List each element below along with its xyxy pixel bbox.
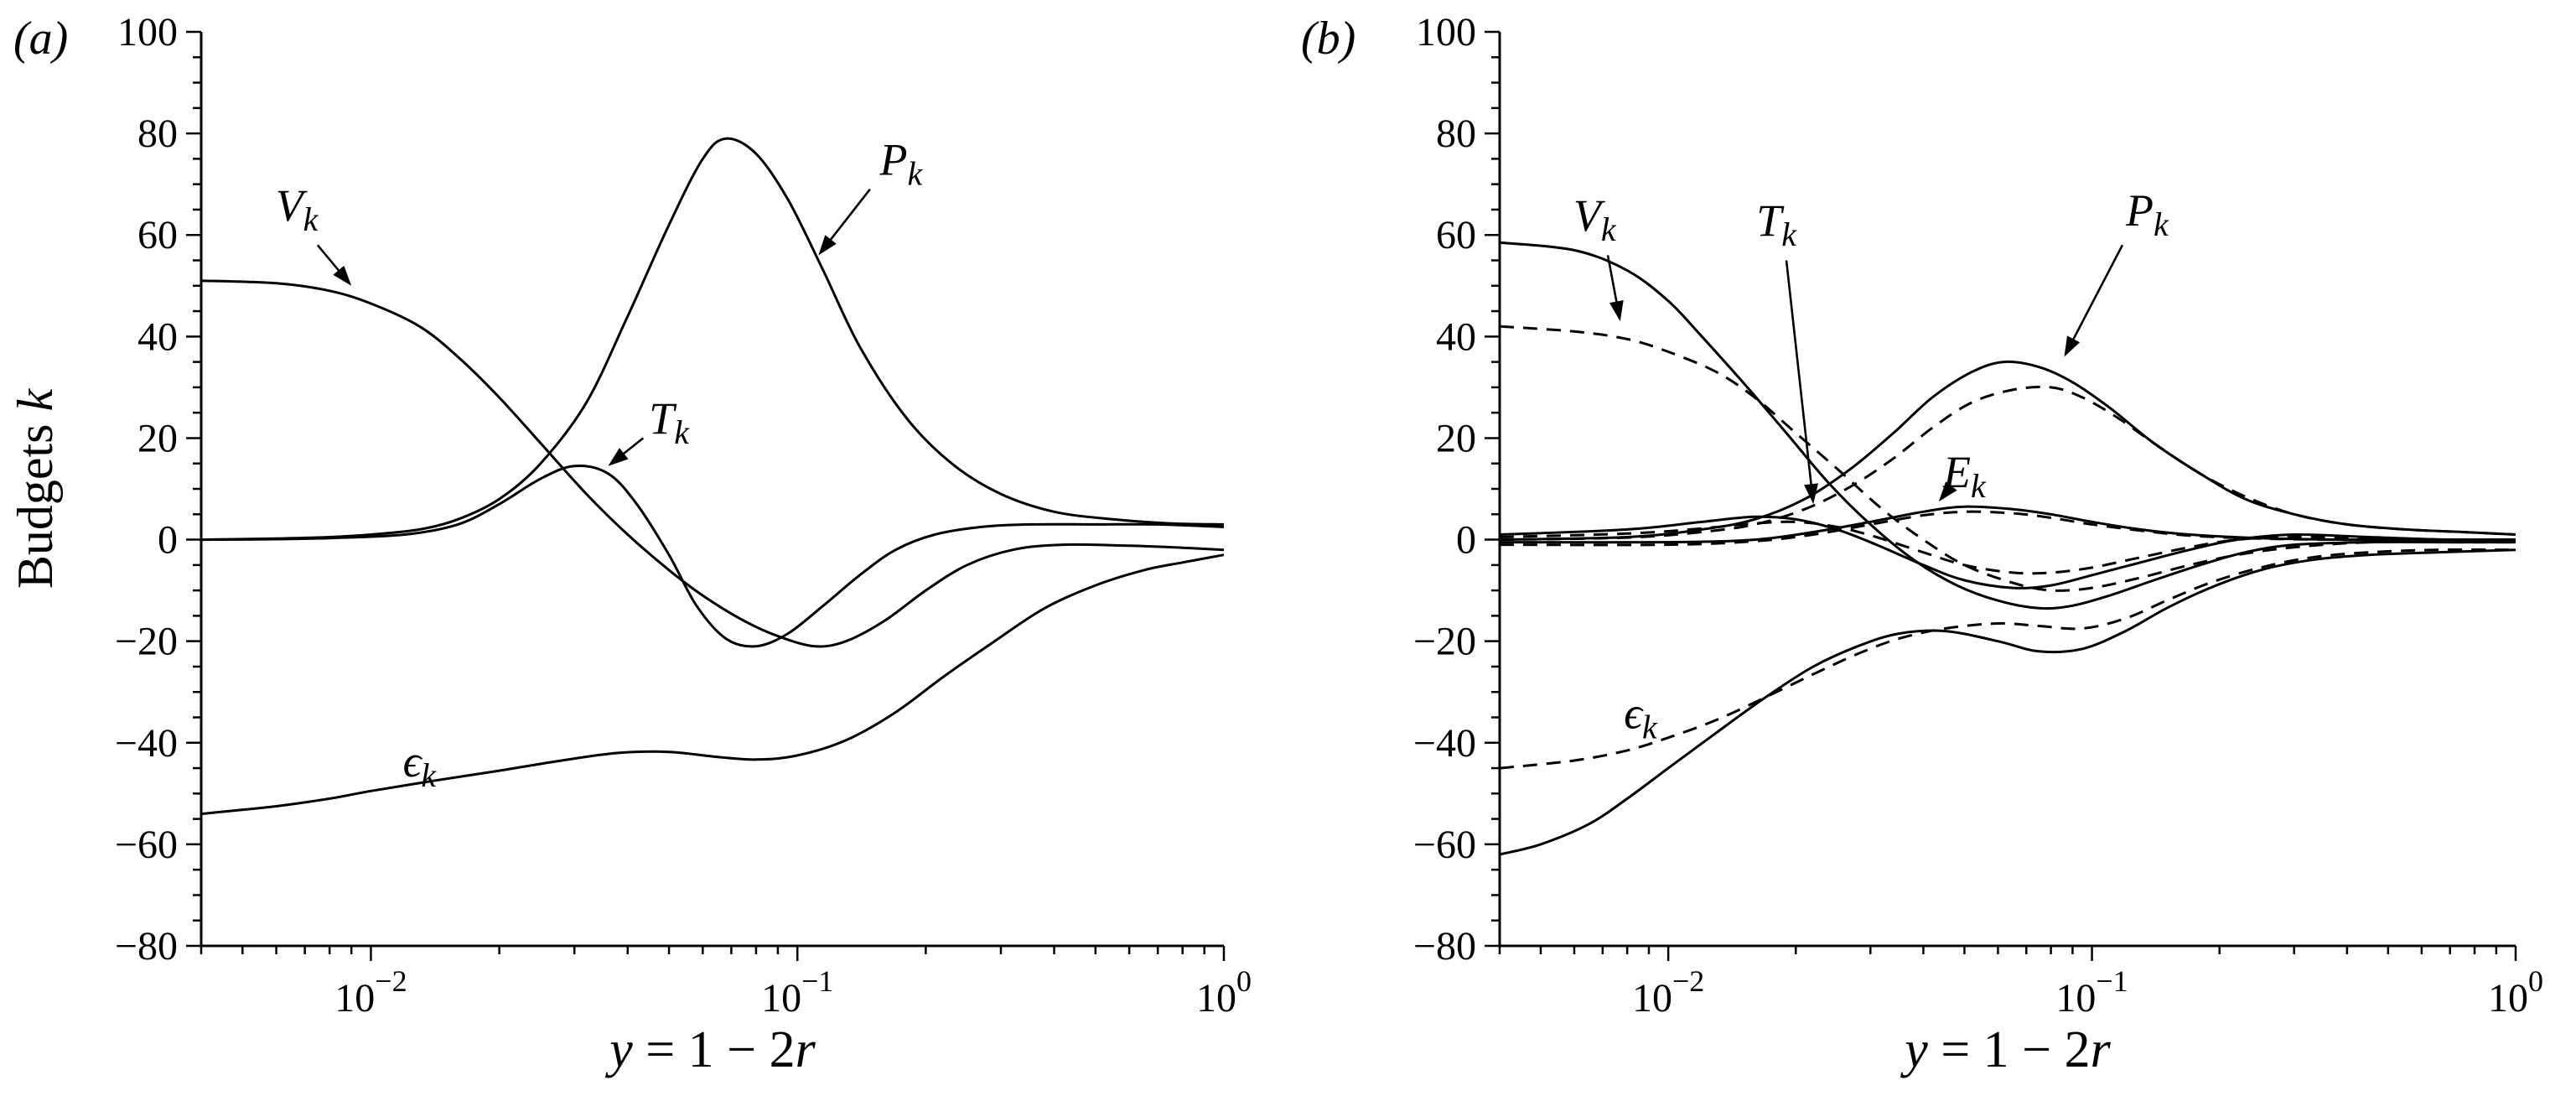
x-axis-label: y = 1 − 2r	[1900, 1021, 2111, 1078]
panel-b-tag: (b)	[1301, 13, 1355, 65]
annotation-label-Tk: Tk	[1756, 195, 1797, 253]
curve-Pk_dashed	[1499, 385, 2516, 542]
annotation-label-Pk: Pk	[879, 134, 923, 192]
curve-Vk_dashed	[1499, 325, 2516, 592]
curve-Ek_dashed	[1499, 510, 2516, 547]
annotation-arrow-head	[1804, 483, 1819, 505]
annotation-arrow-line	[316, 244, 343, 275]
annotation-arrow-head	[333, 265, 352, 286]
curve-Vk_solid	[1499, 241, 2516, 610]
y-tick-label: 100	[117, 10, 178, 55]
curve-eps_k_solid	[1499, 548, 2516, 856]
annotation-arrow-head	[818, 235, 837, 256]
annotation-label-Vk: Vk	[276, 180, 319, 238]
curve-Vk	[200, 279, 1225, 648]
y-tick-label: 0	[158, 518, 178, 563]
axes-frame	[1498, 32, 2516, 948]
annotation-arrow-head	[1609, 300, 1624, 322]
y-tick-label: −60	[1413, 823, 1476, 867]
x-tick-label: 10−1	[761, 964, 833, 1021]
x-tick-label: 10−2	[1632, 964, 1704, 1021]
y-tick-label: −20	[115, 620, 178, 664]
axes-frame	[200, 32, 1224, 948]
annotation-arrow-head	[608, 448, 629, 466]
annotation-arrow-head	[2064, 335, 2081, 357]
annotation-label-Pk: Pk	[2125, 185, 2169, 243]
annotation-label-ϵk: ϵk	[1624, 688, 1658, 745]
y-tick-label: 80	[1436, 112, 1476, 156]
x-tick-label: 100	[1196, 964, 1252, 1021]
y-tick-label: −80	[1413, 924, 1476, 969]
annotation-label-Vk: Vk	[1573, 190, 1617, 248]
curve-eps_k	[200, 553, 1225, 816]
y-tick-label: −20	[1413, 620, 1476, 664]
y-tick-label: −40	[1413, 721, 1476, 766]
y-tick-label: 80	[137, 112, 178, 156]
annotation-arrow-line	[827, 188, 871, 245]
annotation-label-Tk: Tk	[649, 393, 690, 451]
y-tick-label: 60	[137, 213, 178, 257]
curve-Pk_solid	[1499, 360, 2516, 542]
y-tick-label: 40	[137, 314, 178, 359]
curve-Tk	[200, 465, 1225, 648]
panel-a-tag: (a)	[13, 13, 68, 65]
y-tick-label: 20	[1436, 416, 1476, 460]
curve-Tk_solid	[1499, 515, 2516, 589]
annotation-arrow-line	[2070, 244, 2124, 345]
y-axis-label: Budgets k	[8, 387, 63, 589]
y-tick-label: −80	[115, 924, 178, 969]
annotation-label-Ek: Ek	[1942, 447, 1987, 505]
x-axis-label: y = 1 − 2r	[604, 1021, 816, 1078]
x-tick-label: 10−1	[2055, 964, 2128, 1021]
y-tick-label: −40	[115, 721, 178, 766]
x-tick-label: 100	[2488, 964, 2543, 1021]
panel-b-chart: (b) −80 −60 −40 −20 0 20 40 60 80 100 10−2 10−1 100 y…	[1301, 10, 2543, 1078]
y-tick-label: 40	[1436, 314, 1476, 359]
curve-Pk	[200, 137, 1225, 542]
y-tick-label: 60	[1436, 213, 1476, 257]
y-tick-label: −60	[115, 823, 178, 867]
x-tick-label: 10−2	[334, 964, 407, 1021]
y-tick-label: 0	[1456, 518, 1476, 563]
panel-a-chart: (a) −80 −60 −40 −20 0 20 40 60 80 100 10−2 10−1 100 y…	[8, 10, 1252, 1078]
annotation-arrow-line	[1606, 255, 1619, 307]
annotation-arrow-head	[1938, 481, 1957, 502]
curve-eps_k_dashed	[1499, 548, 2516, 770]
y-tick-label: 100	[1416, 10, 1476, 55]
annotation-arrow-line	[1785, 260, 1813, 490]
annotation-label-ϵk: ϵk	[403, 736, 438, 794]
y-tick-label: 20	[137, 416, 178, 460]
curve-Tk_dashed	[1499, 520, 2516, 575]
